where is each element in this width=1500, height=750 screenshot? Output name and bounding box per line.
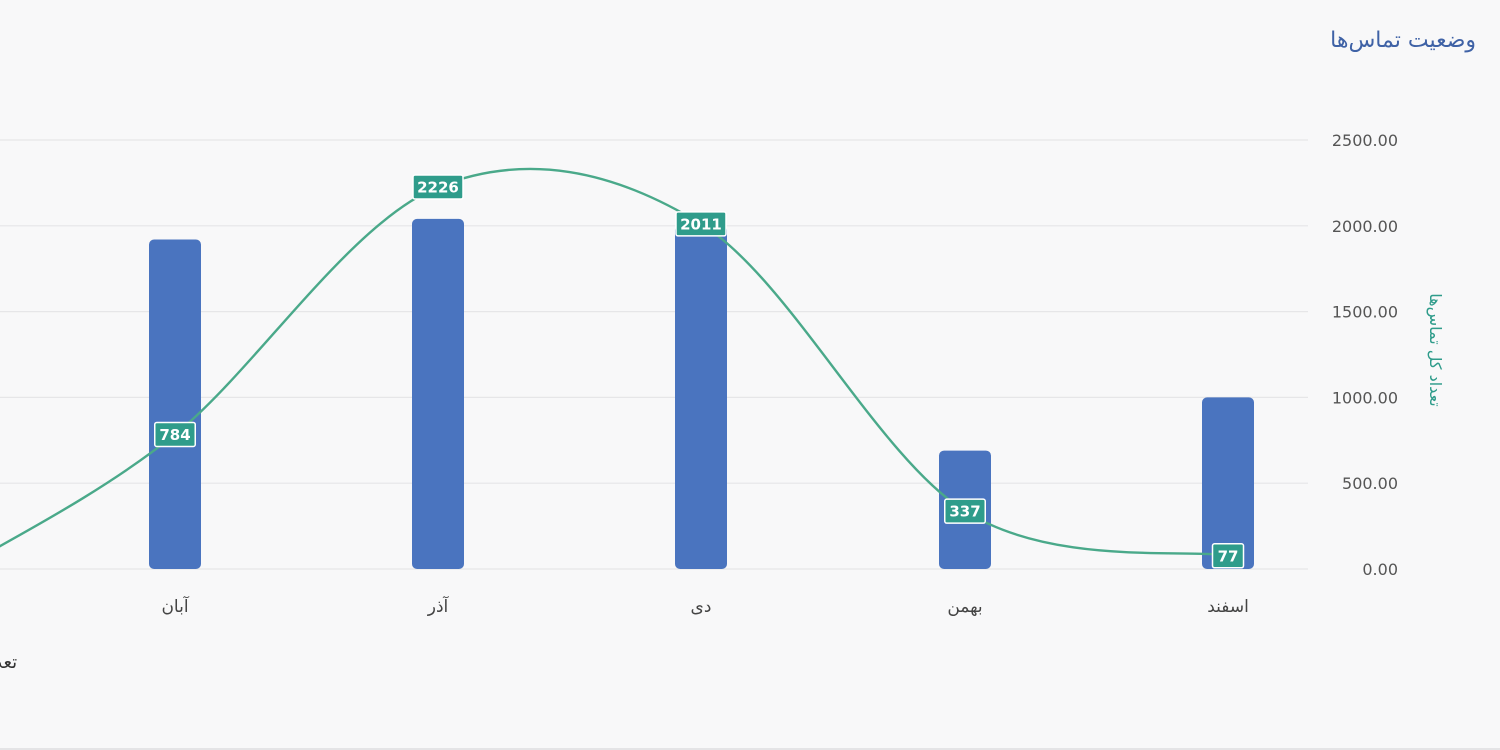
y-axis: 0.00 500.00 1000.00 1500.00 2000.00 2500.00 تع…	[1332, 131, 1445, 579]
x-tick-label: اسفند	[1207, 597, 1249, 617]
data-label-box	[154, 421, 196, 448]
legend-item[interactable]: تعد	[0, 652, 18, 673]
data-label: 337	[944, 498, 986, 524]
x-tick-label: آذر	[427, 595, 450, 617]
x-tick-label: بهمن	[947, 597, 982, 617]
data-label-text: 77	[1218, 547, 1239, 565]
bar	[412, 218, 464, 569]
y-tick-label: 1500.00	[1332, 303, 1398, 322]
y-tick-label: 1000.00	[1332, 388, 1398, 407]
y-tick-label: 2000.00	[1332, 217, 1398, 236]
data-label-text: 337	[949, 503, 980, 521]
y-tick-label: 2500.00	[1332, 131, 1398, 150]
page-title: وضعیت تماس‌ها	[1330, 28, 1476, 53]
data-label-text: 2011	[680, 215, 722, 233]
bar	[149, 239, 201, 569]
data-label-box	[412, 174, 464, 200]
data-label-box	[944, 498, 986, 524]
x-tick-label: آبان	[161, 595, 189, 617]
bar	[675, 225, 727, 570]
data-label: 2226	[412, 174, 464, 200]
data-label-box	[675, 211, 727, 237]
data-label-text: 2226	[417, 179, 459, 197]
x-tick-label: دی	[691, 597, 712, 617]
y-axis-title: تعداد کل تماس‌ها	[1426, 293, 1445, 406]
data-label: 2011	[675, 211, 727, 237]
bars-layer	[149, 218, 1254, 570]
data-label: 77	[1211, 543, 1245, 569]
y-tick-label: 0.00	[1362, 560, 1398, 579]
bottom-divider	[0, 748, 1500, 750]
data-label: 784	[154, 421, 196, 448]
data-label-box	[1211, 543, 1245, 569]
y-tick-label: 500.00	[1342, 474, 1398, 493]
x-axis: آبان آذر دی بهمن اسفند	[161, 595, 1248, 617]
bar	[1202, 397, 1254, 569]
data-labels-layer: 784 2226 2011 337 77	[154, 174, 1245, 569]
data-label-text: 784	[159, 426, 190, 444]
grid-layer	[0, 139, 1308, 570]
